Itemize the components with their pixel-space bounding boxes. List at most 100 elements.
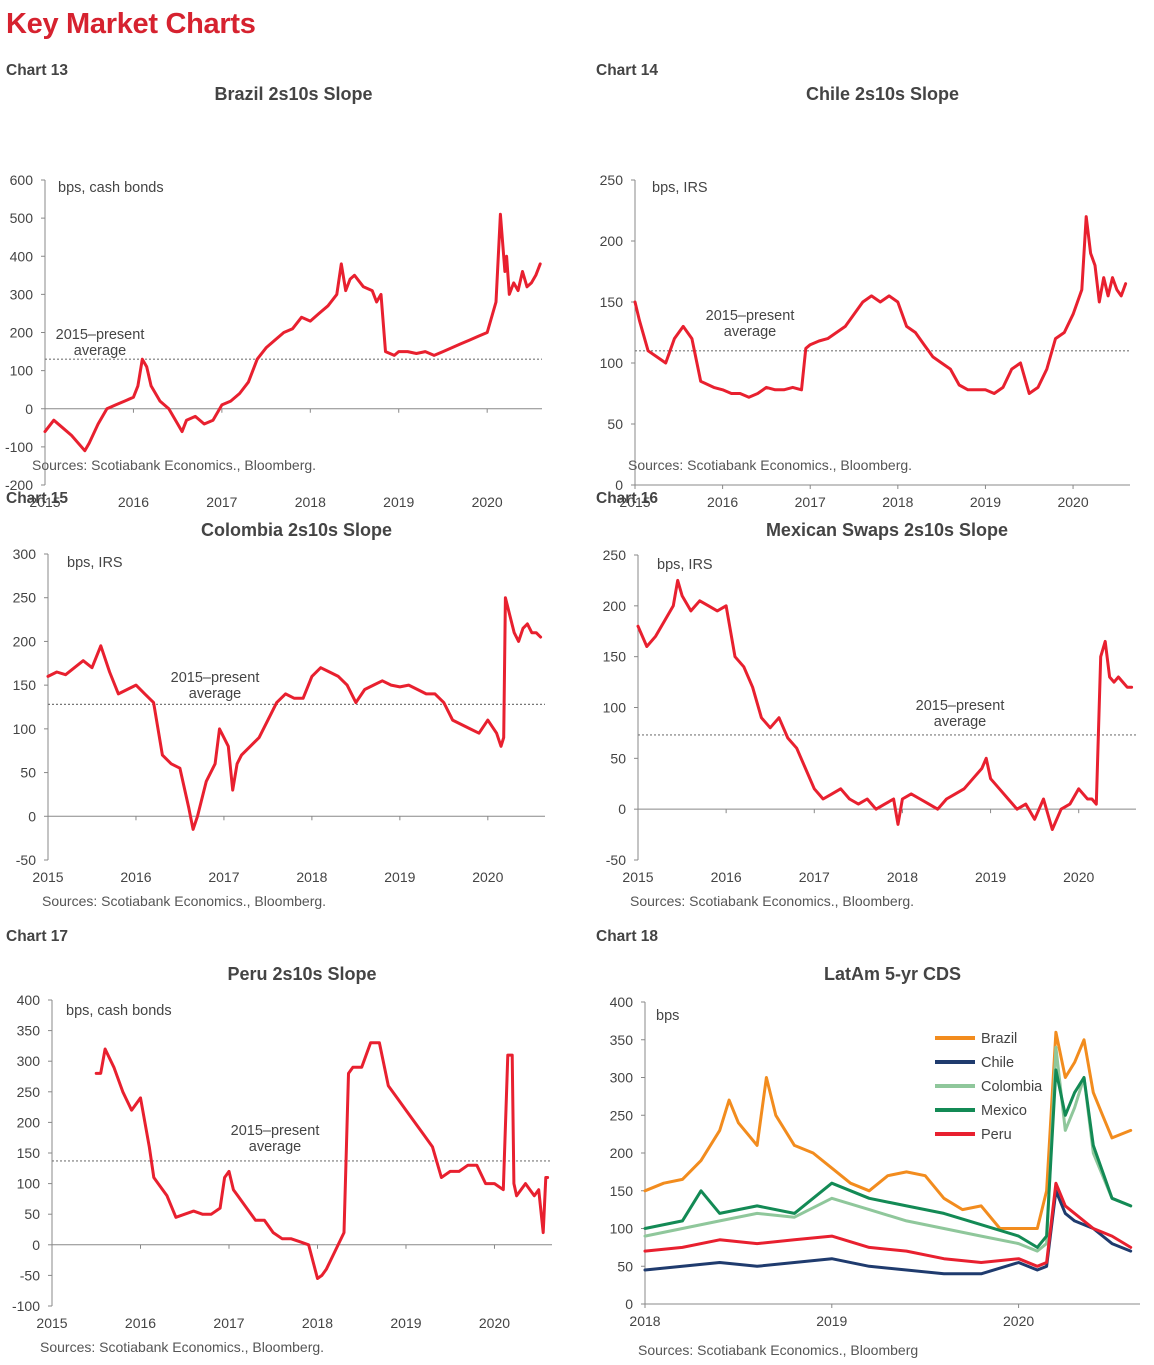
y-tick-label: -50 (20, 1267, 40, 1283)
source-note: Sources: Scotiabank Economics., Bloomber… (630, 893, 915, 909)
y-tick-label: 200 (17, 1114, 41, 1130)
x-tick-label: 2019 (383, 494, 414, 510)
y-tick-label: 50 (20, 765, 36, 781)
average-label: 2015–present (231, 1123, 320, 1139)
x-tick-label: 2017 (208, 869, 239, 885)
average-label: average (724, 324, 776, 340)
chart-plot: 0 50 100 150 200 250 300 350 400 2018 2019 2020 bps B… (610, 994, 1140, 1329)
unit-label: bps, cash bonds (66, 1003, 172, 1019)
average-label: average (189, 686, 241, 702)
y-tick-label: 100 (603, 700, 627, 716)
chart-plot: -50 0 50 100 150 200 250 300 2015 2016 2017 2018 201… (13, 546, 545, 885)
y-tick-label: 50 (617, 1258, 633, 1274)
y-tick-label: 300 (13, 546, 37, 562)
x-tick-label: 2018 (295, 494, 326, 510)
chart-plot: -50 0 50 100 150 200 250 2015 2016 2017 2018 2019 20… (603, 547, 1136, 885)
series-line-mexico (643, 1068, 1133, 1249)
y-tick-label: 100 (13, 721, 37, 737)
unit-label: bps, IRS (652, 180, 708, 196)
legend-label: Colombia (981, 1079, 1043, 1095)
x-tick-label: 2018 (887, 869, 918, 885)
x-tick-label: 2020 (479, 1315, 510, 1331)
y-tick-label: 350 (17, 1023, 41, 1039)
y-tick-label: 0 (32, 1237, 40, 1253)
y-tick-label: -100 (5, 439, 33, 455)
x-tick-label: 2019 (816, 1313, 847, 1329)
x-tick-label: 2019 (384, 869, 415, 885)
y-tick-label: 100 (610, 1221, 634, 1237)
chart-panel-c17: Chart 17 Peru 2s10s Slope -100 -50 0 50 100 150… (0, 928, 560, 1358)
x-tick-label: 2017 (795, 494, 826, 510)
unit-label: bps, IRS (67, 555, 123, 571)
chart-title: Chile 2s10s Slope (805, 84, 960, 104)
chart-number: Chart 17 (6, 928, 69, 945)
series-line-0 (43, 212, 542, 453)
y-tick-label: -50 (16, 852, 36, 868)
y-tick-label: 150 (17, 1145, 41, 1161)
x-tick-label: 2018 (302, 1315, 333, 1331)
y-tick-label: 250 (17, 1084, 41, 1100)
y-tick-label: 400 (610, 994, 634, 1010)
x-tick-label: 2016 (125, 1315, 156, 1331)
average-label: 2015–present (706, 308, 795, 324)
y-tick-label: 50 (610, 750, 626, 766)
x-tick-label: 2020 (472, 494, 503, 510)
average-label: average (74, 343, 126, 359)
y-tick-label: 50 (24, 1206, 40, 1222)
y-tick-label: 0 (615, 477, 623, 493)
y-tick-label: 250 (600, 172, 624, 188)
source-note: Sources: Scotiabank Economics., Bloomber… (32, 457, 317, 473)
series-line-0 (636, 578, 1134, 831)
average-label: average (934, 714, 986, 730)
y-tick-label: 300 (17, 1053, 41, 1069)
x-tick-label: 2019 (970, 494, 1001, 510)
average-label: 2015–present (171, 670, 260, 686)
y-tick-label: 250 (13, 590, 37, 606)
series-line-brazil (643, 1030, 1133, 1230)
chart-title: Colombia 2s10s Slope (200, 520, 393, 540)
chart-panel-c14: Chart 14 Chile 2s10s Slope 0 50 100 150 200 250… (590, 62, 1150, 510)
unit-label: bps (656, 1008, 679, 1024)
y-tick-label: 0 (618, 801, 626, 817)
chart-panel-c15: Chart 15 Colombia 2s10s Slope -50 0 50 100 150… (0, 490, 560, 920)
y-tick-label: 400 (17, 992, 41, 1008)
x-tick-label: 2016 (707, 494, 738, 510)
average-label: average (249, 1139, 301, 1155)
source-note: Sources: Scotiabank Economics., Bloomber… (40, 1339, 325, 1355)
x-tick-label: 2015 (622, 869, 653, 885)
chart-plot: 0 50 100 150 200 250 2015 2016 2017 2018 2019 2020 b… (600, 172, 1130, 510)
chart-title: Peru 2s10s Slope (227, 964, 377, 984)
legend-label: Mexico (981, 1103, 1027, 1119)
x-tick-label: 2017 (206, 494, 237, 510)
average-label: 2015–present (916, 698, 1005, 714)
y-tick-label: 150 (13, 677, 37, 693)
series-line-chile (643, 1189, 1133, 1276)
y-tick-label: 200 (600, 233, 624, 249)
y-tick-label: 250 (610, 1107, 634, 1123)
y-tick-label: 100 (10, 363, 34, 379)
chart-plot: -200 -100 0 100 200 300 400 500 600 2015 2016 2017 2… (5, 172, 542, 510)
y-tick-label: 600 (10, 172, 34, 188)
x-tick-label: 2018 (296, 869, 327, 885)
x-tick-label: 2018 (629, 1313, 660, 1329)
y-tick-label: 50 (607, 416, 623, 432)
unit-label: bps, IRS (657, 557, 713, 573)
x-tick-label: 2020 (1057, 494, 1088, 510)
x-tick-label: 2015 (29, 494, 60, 510)
y-tick-label: 200 (603, 598, 627, 614)
legend-label: Brazil (981, 1031, 1017, 1047)
y-tick-label: 200 (610, 1145, 634, 1161)
x-tick-label: 2020 (1003, 1313, 1034, 1329)
legend-label: Chile (981, 1055, 1014, 1071)
y-tick-label: 0 (25, 401, 33, 417)
y-tick-label: 200 (10, 325, 34, 341)
y-tick-label: 100 (17, 1176, 41, 1192)
y-tick-label: 150 (603, 649, 627, 665)
y-tick-label: 100 (600, 355, 624, 371)
y-tick-label: 150 (600, 294, 624, 310)
chart-number: Chart 16 (596, 490, 659, 507)
y-tick-label: 350 (610, 1032, 634, 1048)
source-note: Sources: Scotiabank Economics., Bloomber… (42, 893, 327, 909)
x-tick-label: 2019 (390, 1315, 421, 1331)
chart-title: LatAm 5-yr CDS (823, 964, 962, 984)
